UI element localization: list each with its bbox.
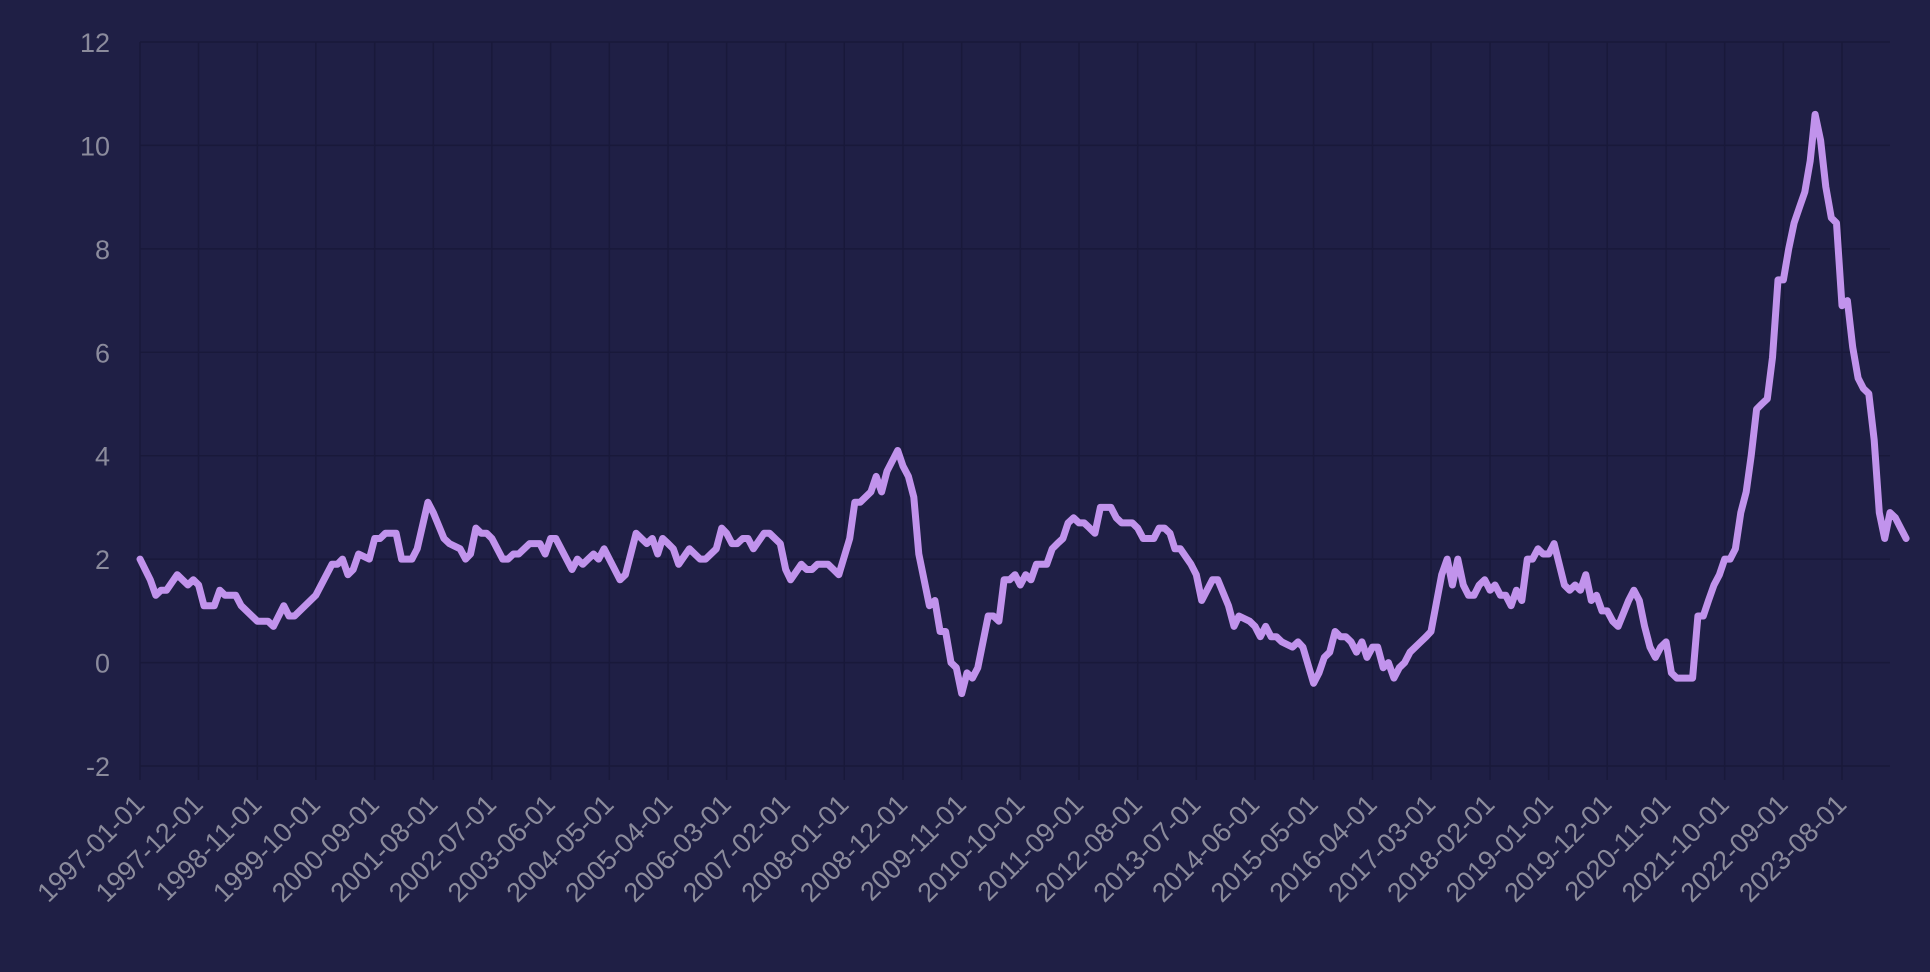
y-tick-label: 6 xyxy=(95,338,110,368)
y-tick-label: 8 xyxy=(95,235,110,265)
y-tick-label: 12 xyxy=(80,28,110,58)
y-tick-label: 4 xyxy=(95,442,110,472)
y-tick-label: 2 xyxy=(95,545,110,575)
y-tick-label: -2 xyxy=(86,752,110,782)
y-tick-label: 0 xyxy=(95,649,110,679)
grid xyxy=(139,41,1890,780)
y-axis: -2 0 2 4 6 8 10 12 xyxy=(80,28,110,782)
series-line xyxy=(136,110,1910,698)
y-tick-label: 10 xyxy=(80,131,110,161)
x-axis: 1997-01-011997-12-011998-11-011999-10-01… xyxy=(31,789,1852,908)
